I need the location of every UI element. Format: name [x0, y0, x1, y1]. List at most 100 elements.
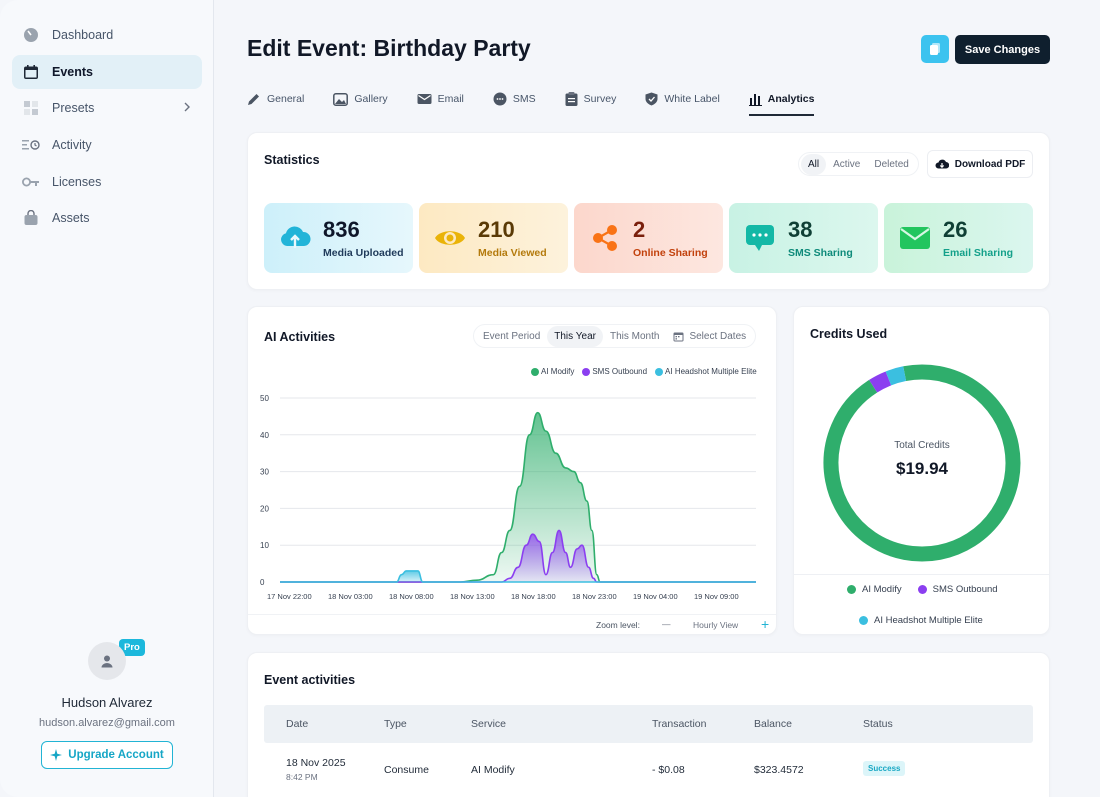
stat-value: 26 — [943, 217, 968, 242]
column-header-transaction[interactable]: Transaction — [652, 718, 707, 730]
column-header-date[interactable]: Date — [286, 718, 309, 730]
avatar[interactable] — [88, 642, 126, 680]
donut-legend-item[interactable]: AI Modify SMS Outbound — [847, 584, 998, 595]
x-tick-label: 19 Nov 04:00 — [633, 592, 678, 601]
series-ai-headshot-line — [280, 570, 756, 583]
donut-slice-ai-headshot-multiple-elite[interactable] — [822, 363, 1022, 563]
credits-title: Credits Used — [810, 327, 888, 341]
statistics-filter-group: All Active Deleted — [798, 152, 919, 176]
sidebar-item-presets[interactable]: Presets — [12, 91, 202, 125]
stat-value: 2 — [633, 217, 646, 242]
column-header-service[interactable]: Service — [471, 718, 507, 730]
donut-center: Total Credits $19.94 — [824, 440, 1020, 479]
sidebar-item-label: Presets — [52, 101, 95, 116]
image-icon — [333, 92, 349, 106]
legend-label: AI Modify — [541, 367, 575, 376]
tab-survey[interactable]: Survey — [565, 88, 616, 110]
sidebar-item-activity[interactable]: Activity — [12, 128, 202, 162]
tab-white-label[interactable]: White Label — [645, 88, 720, 110]
select-dates-button[interactable]: Select Dates — [666, 326, 753, 347]
download-pdf-label: Download PDF — [954, 158, 1026, 170]
column-header-status[interactable]: Status — [863, 718, 893, 730]
filter-event-period[interactable]: Event Period — [483, 330, 541, 342]
filter-active[interactable]: Active — [833, 158, 861, 170]
upgrade-account-button[interactable]: Upgrade Account — [41, 741, 173, 769]
column-header-balance[interactable]: Balance — [754, 718, 792, 730]
tab-bar: General Gallery Email SMS Survey White L… — [247, 88, 843, 116]
legend-item[interactable]: SMS Outbound — [582, 367, 647, 376]
sidebar-item-licenses[interactable]: Licenses — [12, 165, 202, 199]
ai-activities-chart: 0 10 20 30 40 50 17 Nov 22:00 18 Nov 03:00 18 No… — [260, 394, 756, 601]
bar-chart-icon — [748, 93, 762, 106]
ai-period-filter-group: Event Period This Year This Month Select… — [473, 324, 757, 348]
total-credits-label: Total Credits — [894, 440, 950, 451]
stat-label: Online Sharing — [633, 247, 708, 259]
donut-legend-item[interactable]: AI Headshot Multiple Elite — [859, 615, 983, 626]
series-sms-outbound-line — [280, 529, 756, 583]
event-activities-title: Event activities — [264, 673, 356, 687]
cloud-download-icon — [935, 159, 949, 168]
legend-dot — [582, 367, 591, 376]
zoom-label: Zoom level: — [596, 620, 640, 630]
x-tick-label: 18 Nov 03:00 — [328, 592, 373, 601]
chat-bubble-icon — [741, 224, 779, 252]
tab-analytics[interactable]: Analytics — [748, 88, 814, 116]
stat-online-sharing: 2 Online Sharing — [574, 203, 723, 273]
filter-deleted[interactable]: Deleted — [874, 158, 909, 170]
x-tick-label: 17 Nov 22:00 — [267, 592, 312, 601]
sidebar-item-label: Events — [52, 64, 93, 79]
user-name: Hudson Alvarez — [61, 695, 153, 710]
cell-type: Consume — [384, 764, 429, 776]
column-header-type[interactable]: Type — [384, 718, 407, 730]
cell-balance: $323.4572 — [754, 764, 804, 776]
tab-email[interactable]: Email — [417, 88, 464, 110]
legend-label: AI Headshot Multiple Elite — [665, 367, 757, 376]
cell-date: 18 Nov 2025 — [286, 757, 346, 769]
stat-value: 38 — [788, 217, 813, 242]
eye-icon — [431, 227, 469, 249]
chart-legend: AI Modify SMS Outbound AI Headshot Multi… — [531, 367, 757, 376]
calendar-icon — [22, 63, 40, 81]
sidebar-item-events[interactable]: Events — [12, 54, 202, 89]
tab-general[interactable]: General — [247, 88, 304, 110]
legend-item[interactable]: AI Modify — [531, 367, 574, 376]
status-badge: Success — [863, 761, 906, 776]
tab-gallery[interactable]: Gallery — [333, 88, 388, 110]
sparkle-icon — [50, 749, 63, 761]
user-icon — [101, 655, 113, 668]
user-email: hudson.alvarez@gmail.com — [39, 717, 175, 729]
activity-icon — [22, 136, 40, 154]
tab-label: General — [267, 93, 305, 105]
series-ai-modify-line — [280, 411, 756, 583]
legend-label: SMS Outbound — [932, 584, 998, 595]
sidebar-item-assets[interactable]: Assets — [12, 201, 202, 235]
sidebar-nav: Dashboard Events Presets Activity — [12, 18, 202, 238]
filter-this-year[interactable]: This Year — [547, 325, 603, 347]
sidebar-item-label: Dashboard — [52, 28, 114, 42]
key-icon — [22, 173, 40, 191]
filter-all[interactable]: All — [801, 153, 827, 175]
download-pdf-button[interactable]: Download PDF — [927, 150, 1033, 178]
page-title: Edit Event: Birthday Party — [247, 35, 531, 61]
legend-dot — [847, 585, 856, 594]
gauge-icon — [22, 26, 40, 44]
legend-label: AI Modify — [862, 584, 902, 595]
stat-sms-sharing: 38 SMS Sharing — [729, 203, 878, 273]
filter-this-month[interactable]: This Month — [609, 330, 660, 342]
tab-label: Gallery — [354, 93, 388, 105]
divider — [794, 574, 1049, 575]
stat-label: Media Uploaded — [323, 247, 404, 259]
zoom-out-button[interactable]: — — [662, 619, 671, 629]
zoom-in-button[interactable]: + — [761, 616, 770, 632]
copy-button[interactable] — [921, 35, 949, 63]
stat-label: Media Viewed — [478, 247, 547, 259]
y-tick-label: 50 — [260, 394, 269, 403]
sidebar-item-dashboard[interactable]: Dashboard — [12, 18, 202, 52]
legend-item[interactable]: AI Headshot Multiple Elite — [655, 367, 757, 376]
save-changes-button[interactable]: Save Changes — [955, 35, 1050, 64]
chevron-right-icon — [182, 101, 192, 116]
pro-badge: Pro — [119, 639, 145, 656]
share-icon — [586, 223, 624, 253]
stat-label: Email Sharing — [943, 247, 1014, 259]
tab-sms[interactable]: SMS — [493, 88, 536, 110]
